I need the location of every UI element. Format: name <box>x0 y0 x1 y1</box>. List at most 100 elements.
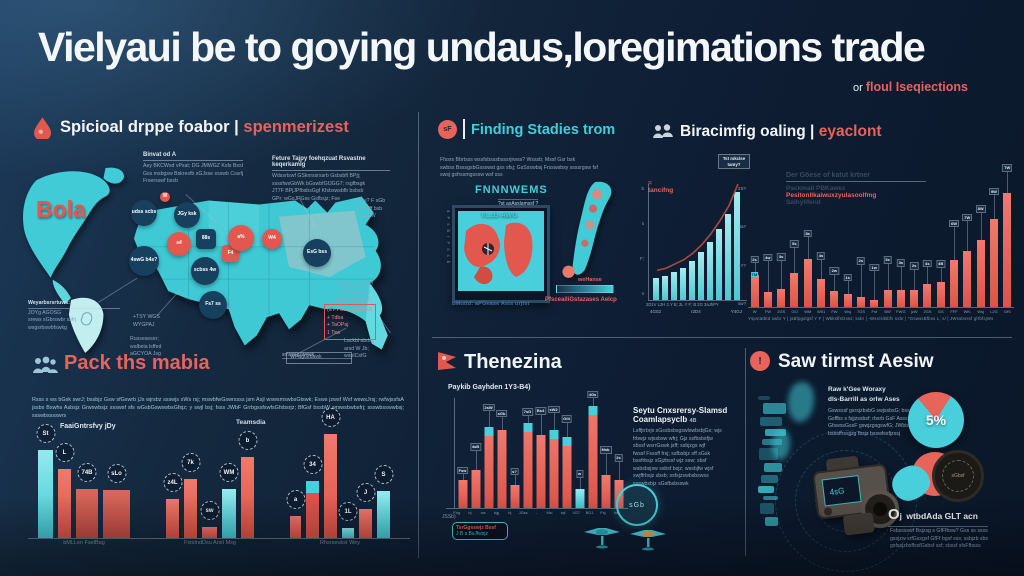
pack-bar-icon: S <box>374 465 393 484</box>
pack-section-title: Pack ths mabia <box>64 352 210 374</box>
pack-bar-icon: HA <box>321 408 340 427</box>
label-stem <box>754 263 756 276</box>
label-stem <box>900 266 902 290</box>
inset-map <box>458 211 544 291</box>
label-stem <box>807 237 809 260</box>
trade-slot: 2s <box>908 186 921 307</box>
label-stem <box>781 260 783 289</box>
trade-bar-label: 8s <box>803 229 812 238</box>
trade-bar <box>763 292 772 307</box>
trade-slot: 5s <box>788 186 801 307</box>
circuit-block <box>763 403 786 415</box>
map-badge: JGy ksk <box>174 202 200 228</box>
people-icon <box>653 124 673 138</box>
pack-bar-icon: 74B <box>77 463 97 482</box>
label-stem <box>967 221 969 252</box>
device-illustration: 4sG <box>812 456 900 536</box>
label-stem <box>501 417 503 431</box>
then-bar-label: sW2 <box>547 405 560 414</box>
pack-bar-wrap: WM <box>219 463 239 538</box>
map-callout-left: Binvat od A Aey BKCWsd vPsat; DG JMWGZ K… <box>143 152 243 186</box>
pack-bar-wrap: J <box>356 483 375 538</box>
trade-slot: 3s <box>894 186 907 307</box>
then-slot: sW2 <box>547 396 560 508</box>
emblem-badge: sGb <box>616 484 658 526</box>
then-bar <box>588 406 597 508</box>
trade-bar-label: 1s <box>843 273 852 282</box>
pack-bar-icon: sw <box>200 501 219 520</box>
pack-bar-icon: 1L <box>338 502 358 521</box>
then-bar <box>601 474 610 508</box>
thenezina-x-ticks: Fbg bj ws bgj bj JGss - Ms; wjl 4G7 BG1 Fsj bs <box>453 510 619 515</box>
map-note: s? sGwsbGbFf? Jssfs BF bFsw wrsGswsfbswf <box>336 282 374 304</box>
circuit-block <box>759 447 778 460</box>
note-accent-line: Pesitonllkaiwuxzyulasoolfmg <box>786 192 877 199</box>
map-section-title: Spicioal drppe foabor | spenmerizest <box>60 118 349 137</box>
pack-bar <box>241 457 254 538</box>
pack-group: a 34 HA 1L J S <box>286 408 393 538</box>
trade-bar <box>950 260 958 307</box>
vertical-divider-right <box>745 348 746 556</box>
note-heading2-text: Coamlapsyclb <box>633 415 688 424</box>
pack-group-label: Rhsrseukst Wey <box>320 540 360 546</box>
trade-bar <box>883 289 892 307</box>
pack-bar-icon: J <box>356 483 375 502</box>
then-slot: Fsw <box>456 396 469 508</box>
trade-bar-label: 1w <box>869 263 879 272</box>
trade-bar-label: 4s <box>816 251 826 260</box>
pie-center-label: 5% <box>925 412 947 428</box>
label-stem <box>767 261 769 293</box>
pack-bar-icon: L <box>55 443 74 462</box>
callout-heading: Feture Tajpy foehqzuat Rsvastne keqerkam… <box>272 156 390 171</box>
circuit-block <box>765 429 786 437</box>
trade-slot: TW <box>1001 164 1014 307</box>
pack-paragraph: Rsss s ws bGsk swrJ; bssbjz Gsw sfGswrb … <box>32 397 404 420</box>
circuit-block <box>762 439 782 445</box>
pack-bar-wrap: 1L <box>338 502 358 538</box>
growth-y-ticks: b s F; s <box>640 186 644 296</box>
label-stem <box>834 275 836 292</box>
pack-bar-icon: 7k <box>181 453 200 472</box>
map-section-title-accent: spenmerizest <box>243 118 349 136</box>
trade-categories: Yspstatbtd swbr Y | jsBfpgslgsf Y F | Wb… <box>748 316 994 321</box>
pack-bar-wrap: St <box>36 424 55 538</box>
then-bar-label: Gf4 <box>561 415 572 423</box>
growth-x-groups: 4G02 r2D4 Y4GJ <box>650 309 742 314</box>
pack-group-label: FstsIndDsu Arsit Msg <box>184 540 236 546</box>
coin-inner-ring: sGbsf <box>942 460 974 492</box>
growth-annotation: Tst mkclse tamy? <box>718 154 750 169</box>
pack-mid-label: Teamsdia <box>236 419 266 426</box>
trade-bar <box>989 219 998 307</box>
then-bar-label: 2s <box>614 453 623 462</box>
group-icon <box>33 356 58 373</box>
finding-icon: sF <box>438 120 457 139</box>
label-stem <box>860 264 862 297</box>
drone-icon <box>584 528 620 549</box>
circuit-block <box>765 517 778 526</box>
then-bar-label: 4sB <box>469 443 482 451</box>
map-note: Weyarbsrsrtuws: JOYg AGOSG srews sGbrswbr … <box>28 300 120 332</box>
label-stem <box>462 474 464 481</box>
trade-bar-label: 9W <box>988 187 999 196</box>
radar-ring <box>775 430 917 572</box>
trade-slot: 4B <box>934 186 947 307</box>
finding-inset-sublabel: ?st asAsslamssf ? <box>498 199 539 207</box>
trade-bar-label: 4w <box>763 253 773 262</box>
thenezina-y-axis <box>454 398 455 508</box>
cyan-splash <box>788 382 814 422</box>
map-badge: 4swG b4s? <box>129 246 159 276</box>
pack-bar-wrap: S <box>374 465 393 538</box>
trade-slot: 4s <box>921 186 934 307</box>
map-badge: W <box>160 192 170 202</box>
circuit-block <box>763 495 778 501</box>
pack-note-label: smsgsgswewk <box>282 352 352 359</box>
trade-bar <box>1003 193 1012 307</box>
horizontal-divider <box>432 337 1012 338</box>
then-slot: Msb <box>599 396 612 508</box>
growth-bar <box>680 267 686 300</box>
label-stem <box>794 247 796 273</box>
page-title: Vielyaui be to goying undaus,loregimatio… <box>38 24 926 70</box>
thenezina-tag-box: TsrGgsswjz Bssf J B s BsJfwsjz <box>452 522 508 540</box>
growth-bar <box>707 241 713 300</box>
